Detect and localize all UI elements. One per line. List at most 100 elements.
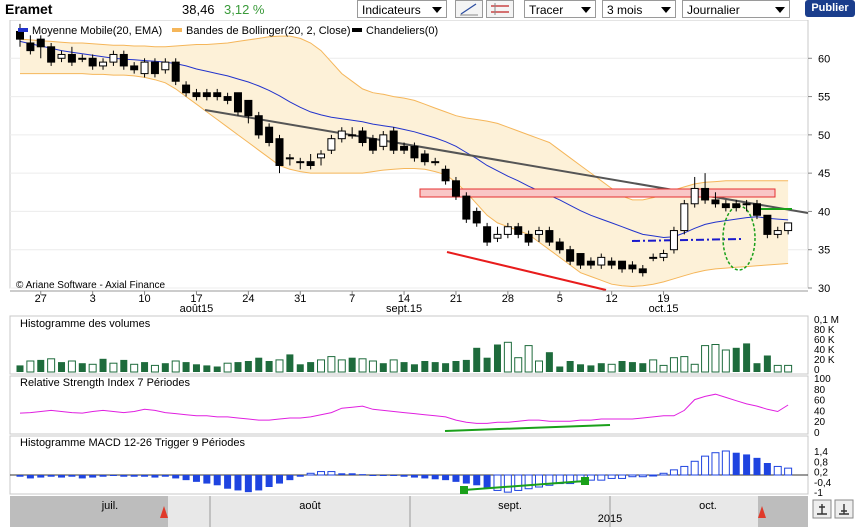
candle-body xyxy=(275,138,284,166)
draw-horizontal-tool-button[interactable] xyxy=(486,0,514,18)
candle-body xyxy=(659,253,668,258)
candle-body xyxy=(680,203,689,232)
price-change: 3,12 % xyxy=(224,2,265,17)
candle-body xyxy=(161,61,170,71)
volume-bar xyxy=(743,343,751,372)
macd-bar xyxy=(659,472,668,476)
macd-tick-label: -1 xyxy=(814,488,823,499)
macd-bar xyxy=(26,475,34,479)
navigator-right-handle[interactable] xyxy=(758,506,766,518)
date-tick-label: 12 xyxy=(606,293,618,305)
macd-divergence-line xyxy=(463,480,586,491)
macd-bar xyxy=(68,475,76,477)
candle-body xyxy=(78,57,87,60)
publish-button[interactable]: Publier xyxy=(805,0,855,17)
draw-line-tool-button[interactable] xyxy=(455,0,483,18)
candle-body xyxy=(649,256,658,259)
volume-tick-label: 40 K xyxy=(814,345,835,356)
macd-bar xyxy=(161,475,169,477)
volume-bar xyxy=(618,361,626,372)
macd-bar xyxy=(244,475,252,493)
volume-bar xyxy=(566,361,574,372)
candle-body xyxy=(628,264,637,270)
macd-bar xyxy=(338,473,346,475)
candle-body xyxy=(130,65,139,71)
candle-body xyxy=(265,126,274,144)
price-tick-label: 55 xyxy=(818,92,830,104)
chevron-down-icon xyxy=(661,7,671,13)
draw-dropdown[interactable]: Tracer xyxy=(524,0,596,18)
volume-bar xyxy=(732,347,740,372)
candle-body xyxy=(410,145,419,159)
volume-bar xyxy=(493,344,501,372)
candle-body xyxy=(752,203,761,216)
period-select[interactable]: 3 mois xyxy=(602,0,676,18)
macd-bar xyxy=(296,475,304,477)
macd-bar xyxy=(400,475,408,477)
candle-body xyxy=(472,210,481,224)
candle-body xyxy=(99,61,108,67)
candle-body xyxy=(732,203,741,209)
price-tick-label: 30 xyxy=(818,283,830,295)
zoom-buttons xyxy=(812,499,854,519)
macd-bars xyxy=(10,450,808,493)
volume-bar xyxy=(597,363,605,372)
macd-bar xyxy=(638,474,647,478)
macd-bar xyxy=(669,469,678,476)
candle-body xyxy=(514,226,523,235)
navigator-year-label: 2015 xyxy=(598,513,622,525)
candle-body xyxy=(545,230,554,243)
diagonal-line-icon xyxy=(460,3,478,16)
macd-bar xyxy=(58,475,66,478)
candle-body xyxy=(213,92,222,98)
candle-body xyxy=(254,115,263,136)
macd-axis: 1,40,80,2-0,4-1 xyxy=(814,447,832,499)
macd-bar xyxy=(306,472,315,476)
price-tick-label: 60 xyxy=(818,53,830,65)
macd-bar xyxy=(711,452,720,476)
macd-bar xyxy=(743,454,751,475)
macd-bar xyxy=(120,475,128,477)
candles-legend-label: Chandeliers(0) xyxy=(366,25,438,37)
candle-body xyxy=(16,30,24,40)
candle-body xyxy=(586,260,595,266)
date-tick-label: 28 xyxy=(502,293,514,305)
candle-body xyxy=(638,268,647,274)
macd-bar xyxy=(203,475,211,484)
volume-bar xyxy=(514,357,523,373)
macd-bar xyxy=(99,475,107,477)
volume-bar xyxy=(296,364,304,372)
macd-bar xyxy=(410,475,418,478)
date-tick-label: 17 xyxy=(190,293,202,305)
volume-bar xyxy=(213,366,221,372)
macd-bar xyxy=(276,475,283,484)
navigator-left-handle[interactable] xyxy=(160,506,168,518)
date-tick-label: 3 xyxy=(90,293,96,305)
navigator-window[interactable] xyxy=(168,496,758,527)
interval-select[interactable]: Journalier xyxy=(682,0,790,18)
volume-bar xyxy=(452,361,460,372)
macd-bar xyxy=(514,474,523,491)
macd-bar xyxy=(618,474,627,479)
ema-line xyxy=(19,40,789,239)
date-tick-label: 27 xyxy=(35,293,47,305)
macd-bar xyxy=(213,475,221,486)
volume-bar xyxy=(307,362,315,372)
volume-bar xyxy=(286,354,294,372)
volume-bar xyxy=(120,359,128,372)
macd-bar xyxy=(535,474,543,488)
candle-body xyxy=(535,230,543,235)
candles-legend-swatch xyxy=(352,28,362,32)
candle-body xyxy=(379,134,388,147)
price-tick-label: 40 xyxy=(818,206,830,218)
volume-axis: 0,1 M80 K60 K40 K20 K0 xyxy=(814,315,839,376)
volume-bar xyxy=(26,360,35,373)
candle-body xyxy=(327,138,336,151)
chevron-down-icon xyxy=(775,7,785,13)
macd-tick-label: 1,4 xyxy=(814,447,828,458)
ema-legend-label: Moyenne Mobile(20, EMA) xyxy=(32,25,162,37)
macd-bar xyxy=(462,475,470,484)
volume-bar xyxy=(317,359,326,373)
indicators-dropdown[interactable]: Indicateurs xyxy=(357,0,447,18)
candle-body xyxy=(109,53,118,63)
